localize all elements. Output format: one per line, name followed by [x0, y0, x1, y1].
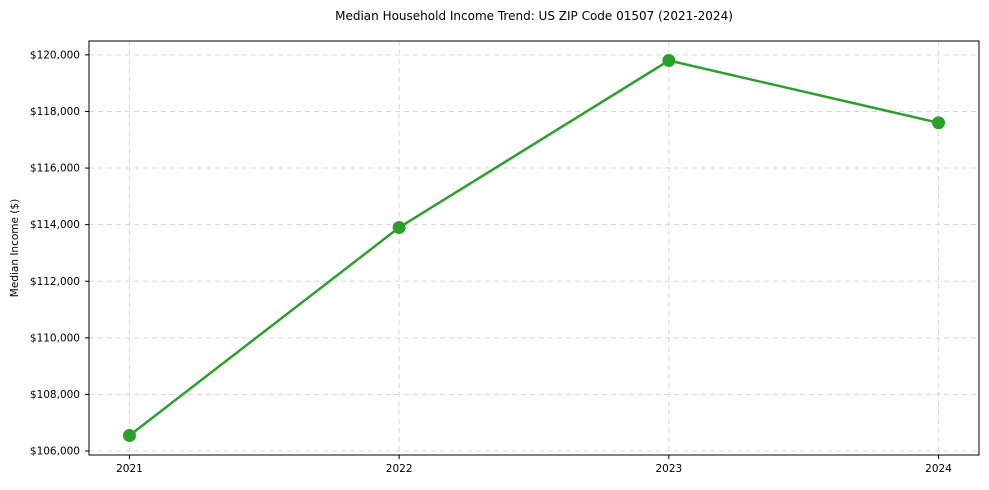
- data-point-marker: [392, 220, 406, 234]
- y-tick-label: $106,000: [30, 446, 80, 458]
- chart-title: Median Household Income Trend: US ZIP Co…: [335, 9, 733, 23]
- plot-border: [88, 40, 980, 456]
- y-tick-label: $108,000: [30, 389, 80, 401]
- x-tick-label: 2023: [655, 463, 682, 475]
- x-tick-label: 2024: [925, 463, 952, 475]
- data-point-marker: [932, 116, 946, 130]
- y-tick-label: $112,000: [30, 276, 80, 288]
- data-point-marker: [122, 428, 136, 442]
- y-tick-label: $116,000: [30, 163, 80, 175]
- data-point-marker: [662, 54, 676, 68]
- y-tick-label: $110,000: [30, 332, 80, 344]
- y-tick-label: $118,000: [30, 106, 80, 118]
- y-tick-label: $120,000: [30, 49, 80, 61]
- y-tick-label: $114,000: [30, 219, 80, 231]
- trend-line: [128, 59, 940, 437]
- x-tick-label: 2021: [116, 463, 143, 475]
- x-tick-label: 2022: [386, 463, 413, 475]
